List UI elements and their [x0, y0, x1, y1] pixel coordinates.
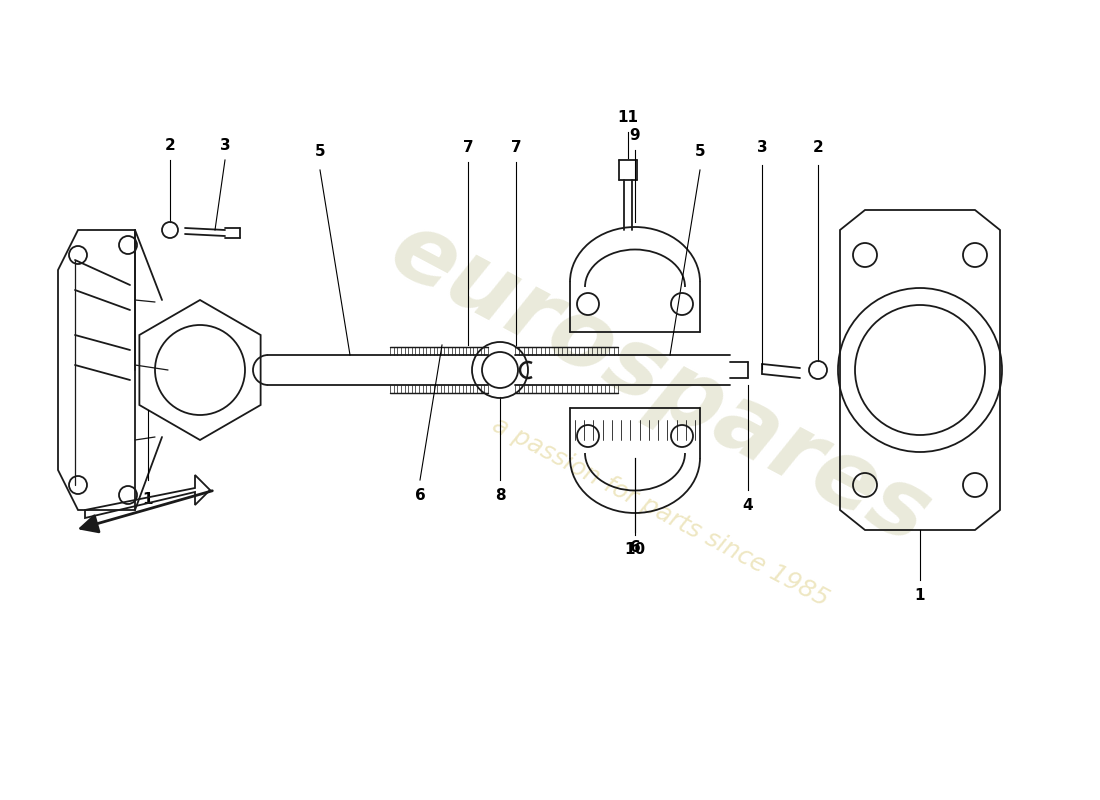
Text: 2: 2	[165, 138, 175, 153]
Text: 1: 1	[143, 493, 153, 507]
Text: 10: 10	[625, 542, 646, 558]
Text: 3: 3	[757, 141, 768, 155]
Text: 2: 2	[813, 141, 824, 155]
Text: eurospares: eurospares	[375, 203, 945, 565]
Text: 3: 3	[220, 138, 230, 153]
Text: 4: 4	[742, 498, 754, 513]
Text: 6: 6	[629, 541, 640, 555]
Text: 5: 5	[695, 145, 705, 159]
Text: 8: 8	[495, 487, 505, 502]
Text: 11: 11	[617, 110, 638, 126]
Text: 7: 7	[510, 141, 521, 155]
Text: 5: 5	[315, 145, 326, 159]
Text: 6: 6	[415, 487, 426, 502]
Text: 7: 7	[463, 141, 473, 155]
Text: a passion for parts since 1985: a passion for parts since 1985	[487, 413, 833, 611]
Text: 1: 1	[915, 587, 925, 602]
Text: 9: 9	[629, 127, 640, 142]
